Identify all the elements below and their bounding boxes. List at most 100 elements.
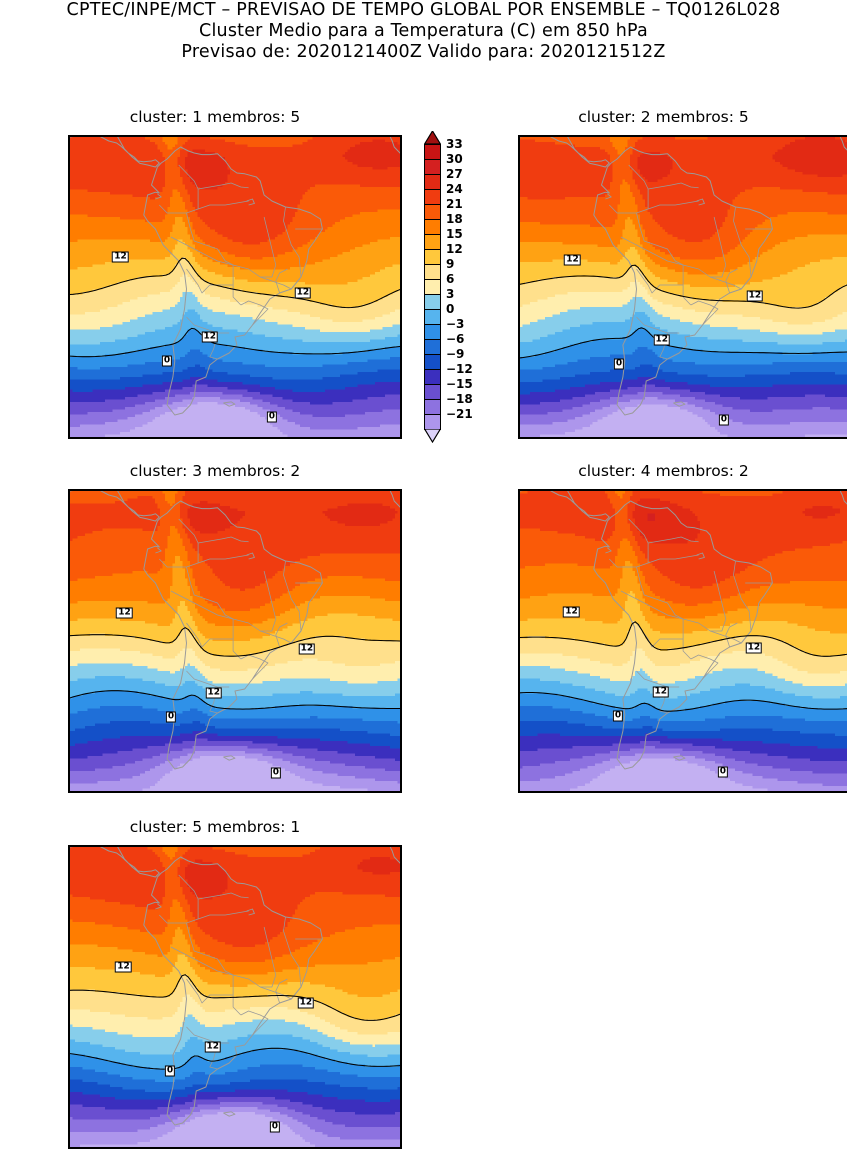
colorbar-tick-label: 30 xyxy=(446,152,463,166)
y-tick-mark xyxy=(518,396,520,398)
map-plot-3[interactable]: 15N10N5NEQ5S10S15S20S25S30S35S40S45S50S5… xyxy=(68,489,402,793)
y-tick-mark xyxy=(518,490,520,492)
y-tick-mark xyxy=(68,1086,70,1088)
x-tick-mark xyxy=(675,437,677,439)
map-plot-4[interactable]: 15N10N5NEQ5S10S15S20S25S30S35S40S45S50S5… xyxy=(518,489,847,793)
x-tick-mark xyxy=(519,437,521,439)
header-line-2: Cluster Medio para a Temperatura (C) em … xyxy=(0,21,847,42)
x-tick-mark xyxy=(791,791,793,793)
colorbar-under-arrow xyxy=(424,429,441,443)
contour-label: 0 xyxy=(719,415,729,426)
y-tick-mark xyxy=(518,650,520,652)
panel-title-5: cluster: 5 membros: 1 xyxy=(30,818,400,836)
x-tick-mark xyxy=(380,1147,382,1149)
y-tick-mark xyxy=(68,610,70,612)
contour-label: 12 xyxy=(298,998,315,1009)
colorbar-band xyxy=(424,309,441,325)
y-tick-mark xyxy=(68,690,70,692)
contour-label: 12 xyxy=(563,607,580,618)
x-tick-mark xyxy=(108,1147,110,1149)
contour-label: 0 xyxy=(271,768,281,779)
panel-title-1: cluster: 1 membros: 5 xyxy=(30,108,400,126)
y-tick-mark xyxy=(68,906,70,908)
y-tick-mark xyxy=(68,866,70,868)
y-tick-mark xyxy=(68,490,70,492)
y-tick-mark xyxy=(68,510,70,512)
contour-label: 12 xyxy=(116,608,133,619)
cluster-panel-5: cluster: 5 membros: 1 15N10N5NEQ5S10S15S… xyxy=(30,818,400,1163)
colorbar-band xyxy=(424,354,441,370)
cluster-panel-3: cluster: 3 membros: 2 15N10N5NEQ5S10S15S… xyxy=(30,462,400,807)
y-tick-mark xyxy=(518,376,520,378)
contour-label: 12 xyxy=(295,288,312,299)
colorbar-tick-label: 27 xyxy=(446,167,463,181)
chart-header: CPTEC/INPE/MCT – PREVISAO DE TEMPO GLOBA… xyxy=(0,0,847,63)
colorbar-tick-label: −15 xyxy=(446,377,473,391)
y-tick-mark xyxy=(68,986,70,988)
x-tick-mark xyxy=(597,437,599,439)
colorbar-band xyxy=(424,264,441,280)
x-tick-mark xyxy=(636,791,638,793)
y-tick-mark xyxy=(518,236,520,238)
y-tick-mark xyxy=(518,136,520,138)
colorbar-tick-label: −18 xyxy=(446,392,473,406)
contour-label: 0 xyxy=(270,1122,280,1133)
y-tick-mark xyxy=(68,136,70,138)
colorbar-tick-label: −3 xyxy=(446,317,464,331)
contour-label: 12 xyxy=(652,687,669,698)
colorbar-band xyxy=(424,279,441,295)
colorbar-band xyxy=(424,294,441,310)
x-tick-mark xyxy=(147,1147,149,1149)
cluster-panel-4: cluster: 4 membros: 2 15N10N5NEQ5S10S15S… xyxy=(480,462,847,807)
contour-label: 0 xyxy=(165,1066,175,1077)
colorbar-tick-label: 21 xyxy=(446,197,463,211)
map-plot-5[interactable]: 15N10N5NEQ5S10S15S20S25S30S35S40S45S50S5… xyxy=(68,845,402,1149)
map-plot-2[interactable]: 15N10N5NEQ5S10S15S20S25S30S35S40S45S50S5… xyxy=(518,135,847,439)
x-tick-mark xyxy=(380,437,382,439)
x-tick-mark xyxy=(69,791,71,793)
colorbar-tick-label: 24 xyxy=(446,182,463,196)
y-tick-mark xyxy=(68,1126,70,1128)
y-tick-mark xyxy=(68,966,70,968)
y-tick-mark xyxy=(68,196,70,198)
x-tick-mark xyxy=(519,791,521,793)
y-tick-mark xyxy=(68,336,70,338)
x-tick-mark xyxy=(558,791,560,793)
colorbar-tick-label: 6 xyxy=(446,272,454,286)
contour-label: 0 xyxy=(614,359,624,370)
y-tick-mark xyxy=(68,550,70,552)
colorbar-tick-label: 3 xyxy=(446,287,454,301)
y-tick-mark xyxy=(68,946,70,948)
x-tick-mark xyxy=(69,1147,71,1149)
y-tick-mark xyxy=(68,750,70,752)
x-tick-mark xyxy=(302,1147,304,1149)
map-plot-1[interactable]: 15N10N5NEQ5S10S15S20S25S30S35S40S45S50S5… xyxy=(68,135,402,439)
colorbar-tick-label: −12 xyxy=(446,362,473,376)
contour-label: 12 xyxy=(205,688,222,699)
colorbar-band xyxy=(424,324,441,340)
y-tick-mark xyxy=(68,570,70,572)
map-raster xyxy=(70,847,400,1147)
x-tick-mark xyxy=(713,791,715,793)
colorbar-tick-label: −6 xyxy=(446,332,464,346)
y-tick-mark xyxy=(68,316,70,318)
colorbar-band xyxy=(424,384,441,400)
y-tick-mark xyxy=(68,1006,70,1008)
x-tick-mark xyxy=(830,791,832,793)
colorbar-tick-label: 12 xyxy=(446,242,463,256)
x-tick-mark xyxy=(186,437,188,439)
colorbar-tick-label: 9 xyxy=(446,257,454,271)
x-tick-mark xyxy=(108,791,110,793)
contour-label: 12 xyxy=(112,252,129,263)
map-raster xyxy=(520,491,847,791)
x-tick-mark xyxy=(186,791,188,793)
y-tick-mark xyxy=(518,356,520,358)
x-tick-mark xyxy=(597,791,599,793)
x-tick-mark xyxy=(147,791,149,793)
x-tick-mark xyxy=(186,1147,188,1149)
colorbar-over-arrow xyxy=(424,131,441,145)
colorbar-band xyxy=(424,144,441,160)
colorbar-band xyxy=(424,339,441,355)
cluster-panel-1: cluster: 1 membros: 5 15N10N5NEQ5S10S15S… xyxy=(30,108,400,453)
